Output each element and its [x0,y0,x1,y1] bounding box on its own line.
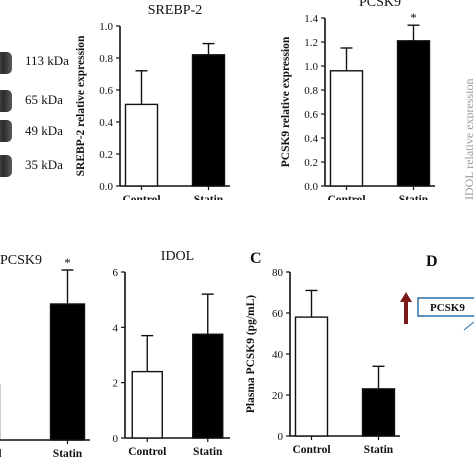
y-axis-label: Plasma PCSK9 (pg/mL) [245,295,257,413]
up-arrow-icon [400,292,412,324]
y-tick-label: 0.0 [99,181,113,193]
x-tick-label: Control [122,194,160,200]
x-tick-label: Statin [53,448,83,460]
y-tick-label: 4 [113,322,119,334]
y-tick-label: 40 [272,349,284,361]
y-tick-label: 2 [113,378,119,390]
bar-statin [192,333,224,439]
chart-title: PCSK9 [359,0,401,10]
y-tick-label: 1.4 [304,13,318,25]
x-tick-label: Control [128,446,166,458]
bar-control [124,103,159,187]
bar-control [294,316,329,437]
chart-pcsk9: 0.0 0.2 0.4 0.6 0.8 1.0 1.2 1.4 PCSK9 PCSK9 relat… [280,0,435,200]
chart-title: IDOL [161,249,194,264]
blot-label-49: 49 kDa [25,123,63,138]
significance-marker: * [410,10,417,25]
y-tick-label: 0.6 [99,85,113,97]
y-axis-label: SREBP-2 relative expression [75,35,87,176]
x-tick-label: Control [292,444,330,456]
chart-title: SREBP-2 [148,3,202,18]
y-tick-label: 1.0 [99,21,113,33]
x-tick-label: Statin [193,446,223,458]
y-tick-label: 0.4 [304,133,318,145]
blot-label-113: 113 kDa [25,53,69,68]
x-tick-label: Statin [364,444,394,456]
y-tick-label: 0.4 [99,117,113,129]
y-tick-label: 0.8 [304,85,318,97]
blot-band [0,52,12,74]
bar-statin [396,40,431,187]
chart-pcsk9-partial: PCSK9 Control Statin * [0,253,90,460]
blot-band [0,90,12,112]
y-tick-label: 0 [278,431,284,443]
blot-label-65: 65 kDa [25,92,63,107]
panel-letter-c: C [250,250,262,267]
blot-band [0,155,12,177]
y-tick-label: 1.0 [304,61,318,73]
cut-axis-label: IDOL relative expression [462,78,474,200]
bar-statin [191,54,226,187]
y-tick-label: 0.2 [99,149,113,161]
x-tick-label: Control [0,448,2,460]
y-tick-label: 0.2 [304,157,318,169]
y-tick-label: 80 [272,267,284,279]
blot-band [0,120,12,142]
chart-srebp2: 0.0 0.2 0.4 0.6 0.8 1.0 SREBP-2 SREBP-2 relativ… [75,3,230,200]
diagram-box-label: PCSK9 [430,302,465,314]
y-tick-label: 20 [272,390,284,402]
y-tick-label: 6 [113,267,119,279]
y-tick-label: 0.6 [304,109,318,121]
y-tick-label: 60 [272,308,284,320]
y-tick-label: 0.0 [304,181,318,193]
chart-title: PCSK9 [0,253,42,268]
diagram-fragment: PCSK9 [400,292,474,331]
x-tick-label: Statin [399,194,429,200]
bar-statin [361,388,396,437]
panel-letter-d: D [426,253,438,270]
significance-marker: * [64,255,71,270]
chart-plasma-pcsk9: 0 20 40 60 80 Plasma PCSK9 (pg/mL) Control Stat… [245,267,400,456]
y-axis-label: PCSK9 relative expression [280,36,292,167]
bar-control [131,370,163,439]
y-tick-label: 0.8 [99,53,113,65]
bar-control [329,70,364,187]
y-tick-label: 0 [113,433,119,445]
x-tick-label: Control [327,194,365,200]
blot-label-35: 35 kDa [25,157,63,172]
y-tick-label: 1.2 [304,37,318,49]
diagram-box [417,297,474,317]
x-tick-label: Statin [194,194,224,200]
chart-idol: 0246IDOLmRNA relative expressionControlS… [113,249,230,458]
bar-statin [49,303,86,441]
